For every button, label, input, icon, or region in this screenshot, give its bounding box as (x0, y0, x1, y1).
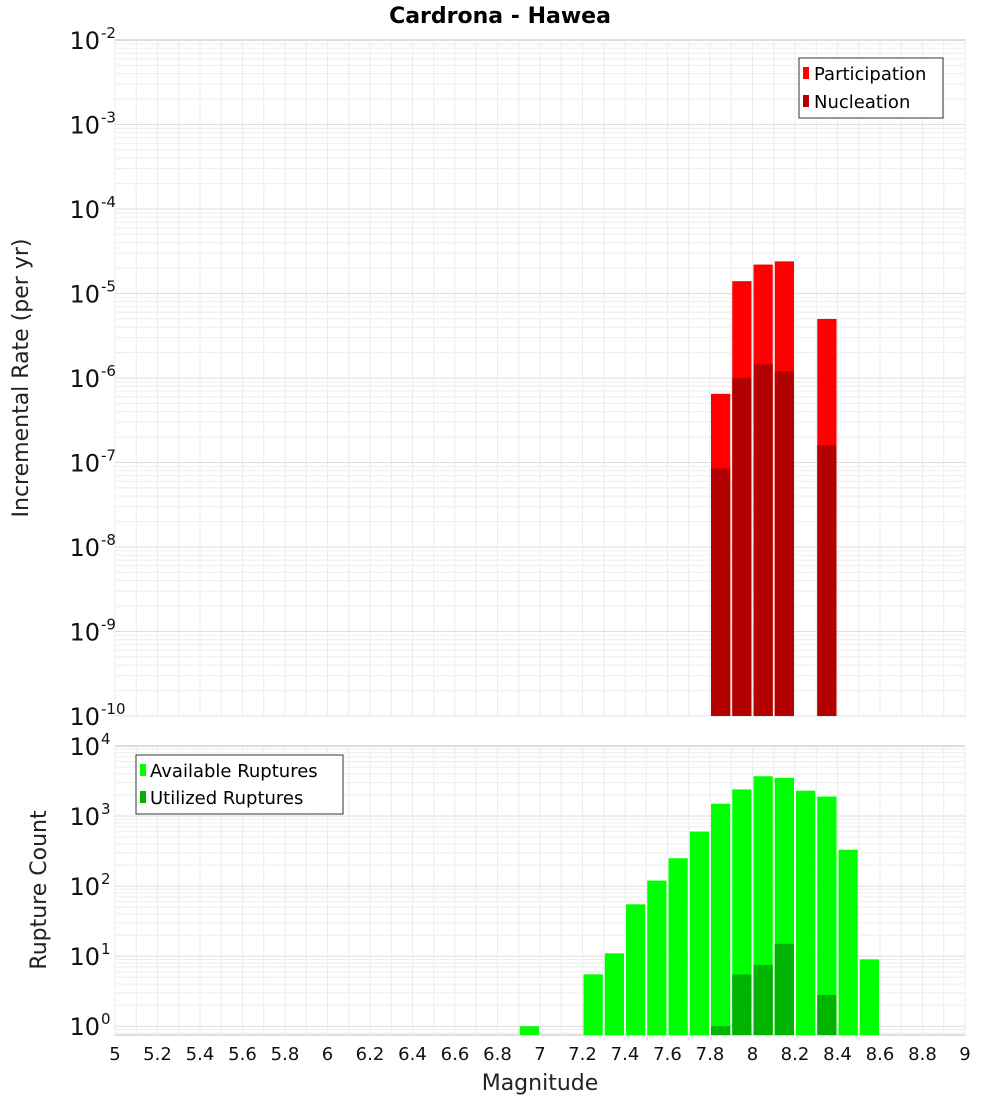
bottom-y-tick-exponent: 0 (101, 1010, 111, 1028)
x-tick-label: 7.8 (696, 1044, 725, 1065)
x-tick-label: 9 (959, 1044, 970, 1065)
x-tick-label: 6.2 (356, 1044, 385, 1065)
x-tick-label: 8 (747, 1044, 758, 1065)
x-tick-label: 5.4 (186, 1044, 215, 1065)
top-y-tick-exponent: -6 (101, 362, 116, 380)
utilized-ruptures-bar (774, 943, 794, 1035)
top-y-axis-label: Incremental Rate (per yr) (9, 239, 34, 518)
available-ruptures-bar (838, 849, 858, 1035)
nucleation-bar (817, 445, 837, 716)
bottom-y-axis-label: Rupture Count (27, 810, 52, 970)
x-tick-label: 6.8 (483, 1044, 512, 1065)
top-grid (114, 40, 966, 717)
utilized-ruptures-bar (711, 1026, 731, 1035)
top-legend: Participation Nucleation (798, 57, 944, 119)
top-y-tick-base: 10 (69, 619, 100, 647)
bottom-legend: Available Ruptures Utilized Ruptures (135, 754, 344, 815)
x-tick-label: 5 (109, 1044, 120, 1065)
top-y-tick-base: 10 (69, 450, 100, 478)
bottom-y-tick-base: 10 (69, 803, 100, 831)
bottom-y-tick-base: 10 (69, 873, 100, 901)
nucleation-bar (732, 378, 752, 716)
top-legend-box (798, 57, 944, 119)
available-ruptures-bar (626, 904, 646, 1035)
top-y-tick-exponent: -10 (101, 700, 126, 718)
available-ruptures-bar (689, 831, 709, 1035)
top-y-ticks: 10-210-310-410-510-610-710-810-910-10 (69, 24, 125, 731)
bottom-y-tick-exponent: 1 (101, 940, 111, 958)
bottom-y-tick-exponent: 2 (101, 870, 111, 888)
top-plot: 10-210-310-410-510-610-710-810-910-10 In… (9, 24, 966, 731)
available-ruptures-bar (668, 858, 688, 1035)
utilized-ruptures-bar (732, 974, 752, 1035)
bottom-y-tick-base: 10 (69, 1013, 100, 1041)
x-tick-label: 7 (534, 1044, 545, 1065)
bottom-bars (519, 776, 879, 1035)
x-tick-label: 5.6 (228, 1044, 257, 1065)
top-bars (711, 261, 837, 716)
legend-label-participation: Participation (814, 64, 926, 85)
bottom-legend-box (135, 754, 344, 815)
bottom-y-tick-base: 10 (69, 733, 100, 761)
top-y-tick-base: 10 (69, 196, 100, 224)
available-ruptures-bar (519, 1026, 539, 1035)
bottom-y-tick-exponent: 3 (101, 800, 111, 818)
top-y-tick-base: 10 (69, 703, 100, 731)
x-tick-label: 7.2 (568, 1044, 597, 1065)
utilized-ruptures-bar (817, 994, 837, 1035)
nucleation-bar (711, 468, 731, 716)
bottom-grid (114, 746, 966, 1035)
available-ruptures-bar (796, 790, 816, 1035)
x-tick-label: 7.4 (611, 1044, 640, 1065)
legend-swatch-utilized (140, 791, 146, 803)
legend-swatch-available (140, 764, 146, 776)
available-ruptures-bar (732, 789, 752, 1035)
top-y-tick-base: 10 (69, 365, 100, 393)
top-y-tick-base: 10 (69, 112, 100, 140)
x-tick-label: 6 (322, 1044, 333, 1065)
available-ruptures-bar (583, 974, 603, 1035)
x-tick-label: 7.6 (653, 1044, 682, 1065)
legend-swatch-participation (803, 67, 809, 79)
available-ruptures-bar (604, 953, 624, 1035)
utilized-ruptures-bar (753, 964, 773, 1035)
available-ruptures-bar (859, 959, 879, 1035)
top-y-tick-base: 10 (69, 27, 100, 55)
legend-label-nucleation: Nucleation (814, 92, 910, 113)
top-y-tick-exponent: -3 (101, 109, 116, 127)
available-ruptures-bar (711, 803, 731, 1035)
bottom-y-tick-exponent: 4 (101, 730, 111, 748)
x-axis-label: Magnitude (482, 1071, 599, 1096)
available-ruptures-bar (817, 796, 837, 1035)
x-tick-label: 5.2 (143, 1044, 172, 1065)
top-y-tick-exponent: -4 (101, 193, 116, 211)
x-tick-label: 8.6 (866, 1044, 895, 1065)
x-tick-label: 8.8 (908, 1044, 937, 1065)
bottom-y-tick-base: 10 (69, 943, 100, 971)
x-tick-label: 8.2 (781, 1044, 810, 1065)
top-y-tick-base: 10 (69, 281, 100, 309)
legend-label-utilized: Utilized Ruptures (150, 788, 303, 809)
x-tick-label: 6.6 (441, 1044, 470, 1065)
available-ruptures-bar (647, 880, 667, 1035)
top-y-tick-exponent: -5 (101, 278, 116, 296)
legend-swatch-nucleation (803, 95, 809, 107)
x-tick-label: 5.8 (271, 1044, 300, 1065)
x-tick-label: 8.4 (823, 1044, 852, 1065)
top-y-tick-exponent: -7 (101, 447, 116, 465)
nucleation-bar (753, 364, 773, 716)
nucleation-bar (774, 371, 794, 716)
top-y-tick-base: 10 (69, 534, 100, 562)
chart-title: Cardrona - Hawea (389, 4, 611, 29)
top-y-tick-exponent: -9 (101, 616, 116, 634)
x-ticks: 5 5.2 5.4 5.6 5.8 6 6.2 6.4 6.6 6.8 7 7.2 7.4 7.6 7.8 8… (109, 1044, 970, 1065)
top-y-tick-exponent: -8 (101, 531, 116, 549)
legend-label-available: Available Ruptures (150, 761, 318, 782)
top-y-tick-exponent: -2 (101, 24, 116, 42)
x-tick-label: 6.4 (398, 1044, 427, 1065)
